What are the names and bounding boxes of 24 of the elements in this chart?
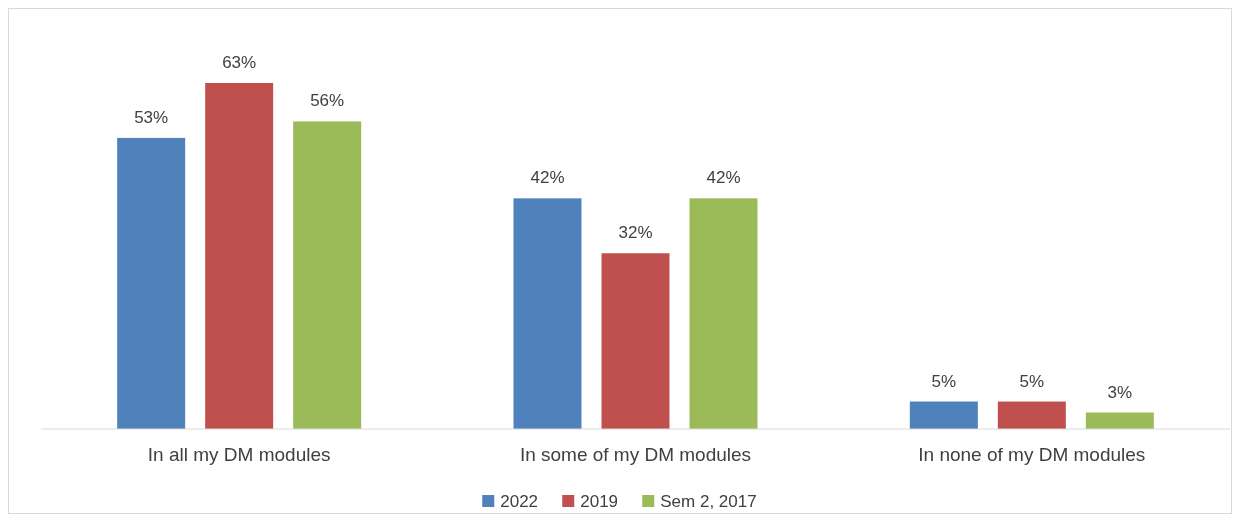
bar bbox=[293, 121, 362, 429]
data-label: 63% bbox=[222, 53, 257, 72]
bar bbox=[997, 401, 1066, 429]
data-label: 42% bbox=[530, 168, 565, 188]
x-tick-label: In all my DM modules bbox=[147, 444, 331, 465]
data-label: 5% bbox=[931, 371, 957, 391]
data-label: 53% bbox=[134, 107, 169, 127]
data-label: 42% bbox=[706, 168, 741, 188]
data-label: 56% bbox=[310, 91, 345, 111]
data-label: 32% bbox=[618, 223, 653, 243]
data-label: 3% bbox=[1107, 382, 1133, 402]
x-tick-label: In some of my DM modules bbox=[519, 444, 752, 465]
bar bbox=[205, 83, 274, 429]
bar bbox=[601, 253, 670, 429]
bar bbox=[1085, 412, 1154, 429]
bar bbox=[117, 137, 186, 429]
legend-label: Sem 2, 2017 bbox=[660, 492, 757, 511]
legend-label: 2019 bbox=[580, 492, 619, 511]
bar bbox=[689, 198, 758, 429]
data-label: 5% bbox=[1019, 371, 1045, 391]
x-tick-label: In none of my DM modules bbox=[918, 444, 1146, 465]
bar bbox=[909, 401, 978, 429]
legend-label: 2022 bbox=[500, 492, 539, 511]
bar bbox=[513, 198, 582, 429]
